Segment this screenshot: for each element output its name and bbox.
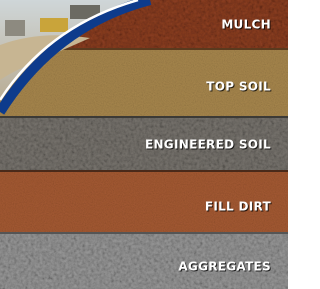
band-label: ENGINEERED SOIL <box>145 138 271 152</box>
soil-banner: MULCH MULCH TOP SOIL TOP SOIL ENGINEERED… <box>0 0 288 289</box>
band-label: FILL DIRT <box>205 200 272 214</box>
building <box>5 20 25 36</box>
band-label: MULCH <box>221 18 271 32</box>
loader <box>40 18 68 32</box>
band-label: AGGREGATES <box>178 260 271 274</box>
band-label: TOP SOIL <box>206 80 271 94</box>
